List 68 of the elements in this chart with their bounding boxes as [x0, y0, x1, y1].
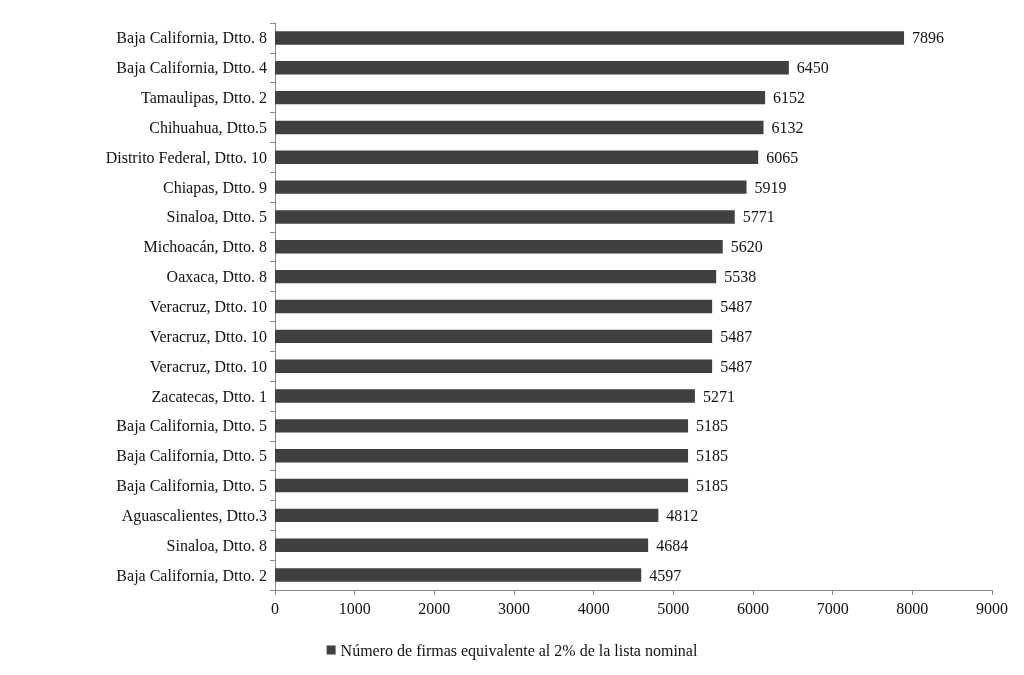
bar	[275, 31, 905, 45]
y-tick-label: Veracruz, Dtto. 10	[149, 327, 267, 345]
data-label: 5185	[696, 477, 729, 495]
bar	[275, 419, 689, 433]
y-tick-label: Zacatecas, Dtto. 1	[151, 387, 267, 405]
y-tick-label: Aguascalientes, Dtto.3	[121, 506, 267, 525]
y-tick-label: Tamaulipas, Dtto. 2	[141, 89, 267, 108]
data-label: 4684	[656, 536, 689, 554]
y-tick-label: Baja California, Dtto. 5	[116, 417, 267, 436]
data-label: 7896	[912, 29, 945, 47]
x-tick-label: 5000	[657, 599, 690, 617]
bar	[275, 61, 789, 75]
data-label: 5185	[696, 447, 729, 465]
y-tick-label: Chiapas, Dtto. 9	[163, 178, 267, 197]
bar	[275, 568, 642, 582]
data-label: 4812	[666, 506, 699, 524]
data-label: 6065	[766, 148, 799, 166]
bar	[275, 90, 766, 105]
y-tick-label: Distrito Federal, Dtto. 10	[105, 148, 267, 166]
y-tick-label: Baja California, Dtto. 2	[116, 566, 267, 585]
bar	[275, 240, 723, 254]
y-tick-label: Baja California, Dtto. 5	[116, 477, 267, 496]
y-tick-label: Sinaloa, Dtto. 8	[166, 536, 267, 554]
data-label: 5919	[754, 178, 787, 196]
x-tick-label: 8000	[896, 599, 929, 617]
bar	[275, 449, 689, 463]
x-tick-label: 1000	[338, 599, 371, 617]
y-tick-label: Michoacán, Dtto. 8	[143, 238, 267, 256]
bar	[275, 210, 735, 224]
data-label: 5620	[730, 238, 763, 256]
y-tick-label: Veracruz, Dtto. 10	[149, 298, 267, 315]
y-tick-label: Chihuahua, Dtto.5	[149, 118, 267, 136]
data-label: 5271	[702, 387, 735, 405]
y-tick-label: Baja California, Dtto. 4	[116, 59, 267, 78]
x-tick-label: 6000	[737, 599, 769, 617]
bar	[275, 389, 695, 403]
bar	[275, 329, 713, 344]
bar	[275, 150, 759, 164]
data-label: 5487	[720, 327, 753, 345]
bar	[275, 359, 713, 373]
data-label: 5185	[696, 417, 729, 435]
data-label: 4597	[649, 566, 682, 584]
bar	[275, 478, 689, 493]
y-tick-label: Baja California, Dtto. 8	[116, 29, 267, 48]
bar	[275, 508, 659, 523]
legend-label: Número de firmas equivalente al 2% de la lista nominal	[340, 641, 698, 660]
bar	[275, 538, 649, 552]
bar	[275, 269, 717, 284]
data-label: 6152	[773, 89, 806, 107]
y-tick-label: Oaxaca, Dtto. 8	[166, 268, 267, 286]
bar	[275, 180, 747, 194]
x-tick-label: 0	[271, 599, 279, 617]
x-tick-label: 2000	[418, 599, 451, 617]
bar	[275, 299, 713, 314]
y-tick-label: Baja California, Dtto. 5	[116, 447, 267, 466]
x-tick-label: 3000	[498, 599, 530, 617]
x-tick-label: 4000	[577, 599, 610, 617]
x-tick-label: 9000	[976, 599, 1008, 617]
data-label: 5487	[720, 357, 753, 375]
data-label: 6132	[771, 118, 804, 136]
data-label: 5487	[720, 298, 753, 315]
y-tick-label: Sinaloa, Dtto. 5	[166, 208, 267, 226]
data-label: 5538	[724, 268, 757, 286]
bar	[275, 120, 764, 135]
data-label: 6450	[796, 59, 829, 77]
data-label: 5771	[742, 208, 775, 226]
y-tick-label: Veracruz, Dtto. 10	[149, 357, 267, 375]
x-tick-label: 7000	[816, 599, 849, 617]
